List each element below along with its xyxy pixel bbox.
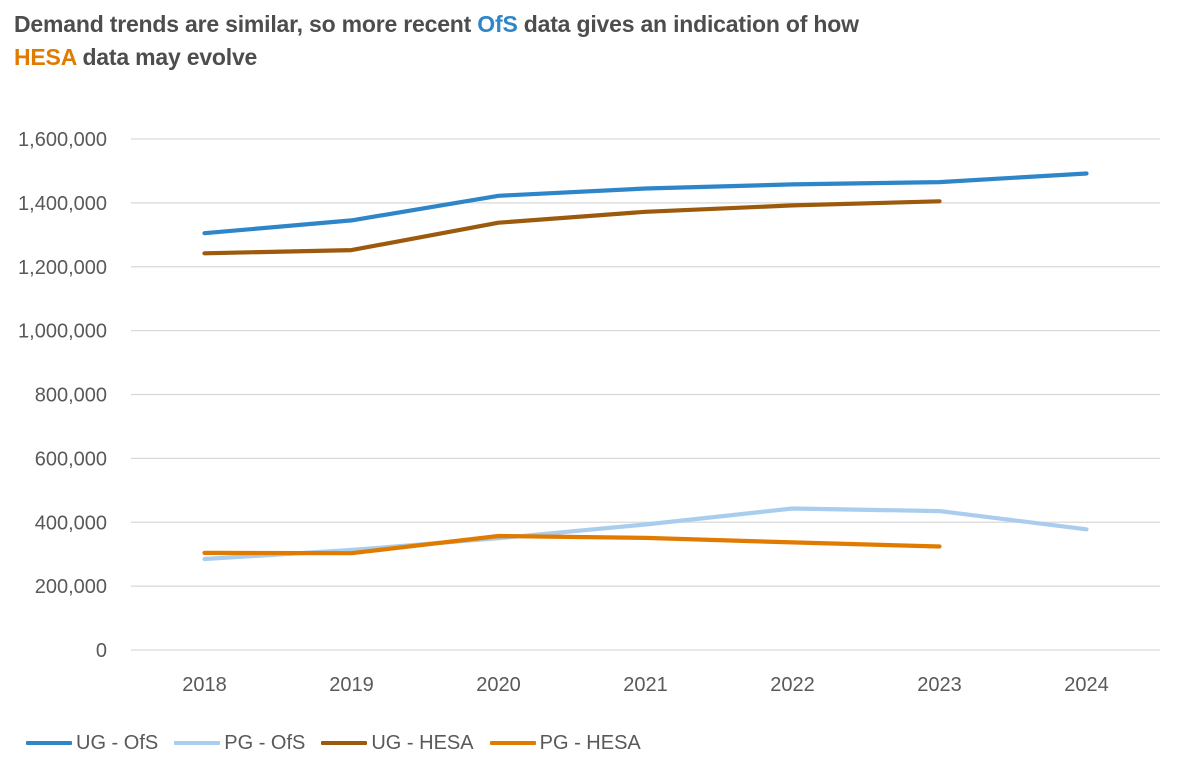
y-tick-label: 200,000 <box>35 576 107 598</box>
y-axis-ticks: 0 200,000 400,000 600,000 800,000 1,000,000 1,… <box>18 129 107 662</box>
chart-title: Demand trends are similar, so more recen… <box>14 8 1164 74</box>
x-tick-label: 2024 <box>1064 674 1109 696</box>
x-tick-label: 2019 <box>329 674 374 696</box>
title-highlight-hesa: HESA <box>14 44 77 70</box>
chart-legend: UG - OfS PG - OfS UG - HESA PG - HESA <box>26 728 657 758</box>
legend-label: UG - OfS <box>76 731 159 754</box>
legend-swatch <box>174 741 221 745</box>
title-highlight-ofs: OfS <box>477 11 518 37</box>
series-line-ug-hesa <box>202 199 942 256</box>
series-line-pg-hesa <box>202 533 942 556</box>
y-tick-label: 800,000 <box>35 385 107 407</box>
y-tick-label: 600,000 <box>35 448 107 470</box>
y-tick-label: 1,400,000 <box>18 193 107 215</box>
legend-label: UG - HESA <box>371 731 474 754</box>
title-text-2: data gives an indication of how <box>517 11 859 37</box>
y-tick-label: 400,000 <box>35 512 107 534</box>
legend-label: PG - HESA <box>539 731 641 754</box>
y-tick-label: 1,000,000 <box>18 321 107 343</box>
series-line-pg-ofs <box>202 506 1089 562</box>
legend-swatch <box>321 741 368 745</box>
x-tick-label: 2023 <box>917 674 962 696</box>
legend-swatch <box>489 741 536 745</box>
series-line-ug-ofs <box>202 171 1089 236</box>
legend-item: UG - HESA <box>321 731 474 755</box>
x-tick-label: 2020 <box>476 674 521 696</box>
series-lines <box>202 171 1089 562</box>
legend-item: PG - HESA <box>489 731 641 755</box>
title-text-3: data may evolve <box>76 44 258 70</box>
legend-item: UG - OfS <box>26 732 158 755</box>
x-tick-label: 2018 <box>182 674 227 696</box>
legend-item: PG - OfS <box>174 732 305 755</box>
x-tick-label: 2022 <box>770 674 815 696</box>
x-tick-label: 2021 <box>623 674 668 696</box>
y-tick-label: 1,200,000 <box>18 257 107 279</box>
y-tick-label: 1,600,000 <box>18 129 107 151</box>
gridlines <box>131 138 1160 651</box>
x-axis-ticks: 2018 2019 2020 2021 2022 2023 2024 <box>182 674 1109 696</box>
legend-label: PG - OfS <box>224 731 306 754</box>
legend-swatch <box>26 741 72 745</box>
title-text-1: Demand trends are similar, so more recen… <box>14 11 478 37</box>
y-tick-label: 0 <box>96 640 107 662</box>
